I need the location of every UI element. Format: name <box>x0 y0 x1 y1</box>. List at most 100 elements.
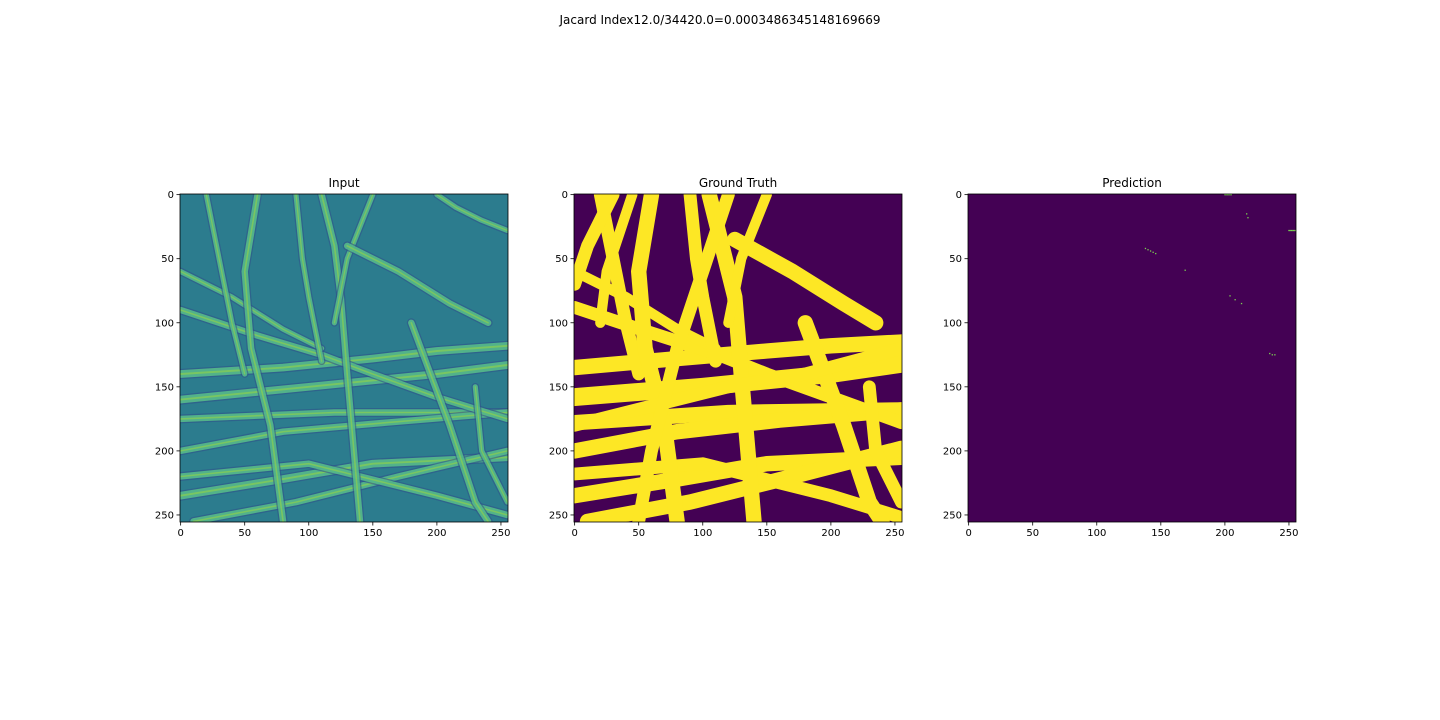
input-xtick-label: 50 <box>238 528 251 539</box>
prediction-ytick-label: 150 <box>943 382 962 393</box>
ground-truth-xtick-label: 150 <box>757 528 776 539</box>
ground-truth-xtick-label: 0 <box>571 528 577 539</box>
input-axes-frame <box>179 193 509 523</box>
prediction-positive-pixel <box>1290 229 1293 232</box>
input-xtick-label: 100 <box>299 528 318 539</box>
prediction-ytick-label: 0 <box>956 190 962 201</box>
input-xtick-label: 250 <box>491 528 510 539</box>
prediction-positive-pixel <box>1229 295 1231 297</box>
prediction-positive-pixel <box>1147 249 1149 251</box>
input-ytick-label: 100 <box>155 318 174 329</box>
input-fiber-highlight <box>436 194 508 232</box>
ground-truth-xtick-label: 100 <box>693 528 712 539</box>
ground-truth-xtick-label: 200 <box>821 528 840 539</box>
prediction-positive-pixel <box>1228 194 1230 196</box>
prediction-xtick-label: 0 <box>965 528 971 539</box>
ground-truth-image <box>574 194 902 522</box>
input-fiber-highlight <box>180 411 508 420</box>
prediction-xtick-label: 100 <box>1087 528 1106 539</box>
ground-truth-fiber <box>727 231 884 331</box>
input-fiber-highlight <box>410 321 489 522</box>
prediction-image-background <box>968 194 1296 522</box>
prediction-xtick-label: 200 <box>1215 528 1234 539</box>
prediction-positive-pixel <box>1229 194 1231 196</box>
prediction-positive-pixel <box>1230 194 1232 196</box>
input-xtick-label: 0 <box>177 528 183 539</box>
prediction-image <box>968 194 1296 522</box>
input-ytick-label: 50 <box>161 254 174 265</box>
prediction-xtick-label: 250 <box>1279 528 1298 539</box>
prediction-xtick-label: 50 <box>1026 528 1039 539</box>
prediction-ytick-label: 200 <box>943 446 962 457</box>
prediction-positive-pixel <box>1144 247 1147 250</box>
prediction-positive-pixel <box>1246 213 1248 215</box>
input-fiber-highlight <box>180 364 508 401</box>
input-fiber-highlight <box>180 344 508 375</box>
prediction-positive-pixel <box>1234 299 1236 301</box>
ground-truth-fiber <box>574 194 620 291</box>
ground-truth-axes-frame <box>573 193 903 523</box>
input-fiber-highlight <box>474 386 508 503</box>
prediction-positive-pixel <box>1271 354 1273 356</box>
input-image <box>180 194 508 522</box>
prediction-positive-pixel <box>1294 229 1296 232</box>
input-ytick-label: 150 <box>155 382 174 393</box>
prediction-ytick-label: 100 <box>943 318 962 329</box>
prediction-positive-pixel <box>1293 229 1295 232</box>
ground-truth-xtick-label: 50 <box>632 528 645 539</box>
prediction-axes-frame <box>967 193 1297 523</box>
ground-truth-fiber <box>593 194 646 381</box>
input-fiber-highlight <box>205 194 246 375</box>
input-ytick-label: 0 <box>168 190 174 201</box>
input-fiber-highlight <box>333 194 374 324</box>
ground-truth-ytick-label: 250 <box>549 510 568 521</box>
input-xtick-label: 150 <box>363 528 382 539</box>
ground-truth-fiber <box>632 194 735 522</box>
ground-truth-ytick-label: 100 <box>549 318 568 329</box>
ground-truth-ytick-label: 200 <box>549 446 568 457</box>
ground-truth-fiber <box>631 194 685 522</box>
prediction-positive-pixel <box>1224 194 1226 196</box>
input-fiber-highlight <box>295 194 323 362</box>
ground-truth-fiber <box>723 194 772 328</box>
prediction-positive-pixel <box>1149 250 1152 252</box>
prediction-positive-pixel <box>1292 229 1294 232</box>
ground-truth-title: Ground Truth <box>699 176 777 190</box>
prediction-title: Prediction <box>1102 176 1162 190</box>
input-fiber-highlight <box>346 245 489 324</box>
prediction-positive-pixel <box>1269 352 1271 355</box>
prediction-xtick-label: 150 <box>1151 528 1170 539</box>
ground-truth-ytick-label: 50 <box>555 254 568 265</box>
input-fiber-highlight <box>243 194 284 522</box>
prediction-positive-pixel <box>1226 194 1229 196</box>
prediction-positive-pixel <box>1152 251 1154 253</box>
ground-truth-xtick-label: 250 <box>885 528 904 539</box>
prediction-positive-pixel <box>1155 252 1157 255</box>
input-title: Input <box>328 176 359 190</box>
prediction-positive-pixel <box>1289 229 1291 232</box>
ground-truth-ytick-label: 0 <box>562 190 568 201</box>
ground-truth-fiber <box>595 194 638 328</box>
prediction-ytick-label: 50 <box>949 254 962 265</box>
ground-truth-fiber <box>862 380 902 509</box>
prediction-positive-pixel <box>1225 194 1227 196</box>
prediction-positive-pixel <box>1247 217 1249 219</box>
input-fiber-highlight <box>192 450 508 522</box>
ground-truth-fiber <box>574 341 902 432</box>
figure-suptitle: Jacard Index12.0/34420.0=0.0003486345148… <box>559 13 881 27</box>
input-ytick-label: 200 <box>155 446 174 457</box>
prediction-positive-pixel <box>1274 354 1276 356</box>
input-xtick-label: 200 <box>427 528 446 539</box>
prediction-positive-pixel <box>1184 269 1186 271</box>
ground-truth-ytick-label: 150 <box>549 382 568 393</box>
prediction-positive-pixel <box>1240 302 1243 305</box>
input-fiber-highlight <box>180 270 323 350</box>
prediction-ytick-label: 250 <box>943 510 962 521</box>
input-ytick-label: 250 <box>155 510 174 521</box>
prediction-positive-pixel <box>1288 229 1290 232</box>
